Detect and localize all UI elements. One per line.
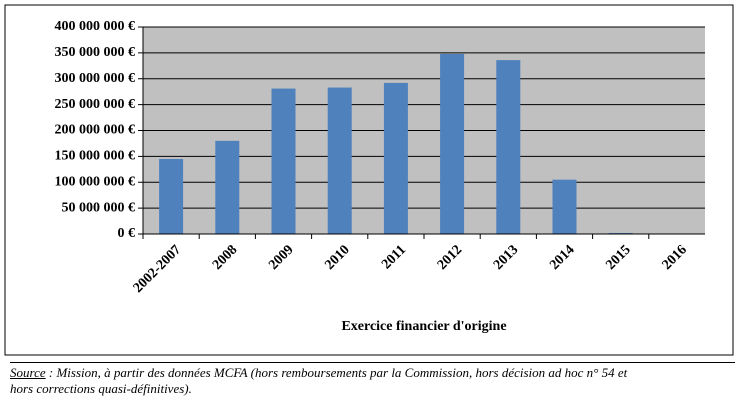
y-tick-label: 100 000 000 € [55, 174, 136, 189]
source-note: Source : Mission, à partir des données M… [10, 362, 735, 397]
bar [159, 158, 184, 234]
bar [271, 88, 296, 235]
y-tick-label: 400 000 000 € [55, 19, 136, 34]
bar [383, 82, 408, 234]
bar [496, 60, 521, 235]
source-line: Source : Mission, à partir des données M… [10, 365, 735, 381]
bar [552, 179, 577, 234]
y-tick-label: 250 000 000 € [55, 97, 136, 112]
y-tick-label: 0 € [118, 226, 136, 241]
y-tick-label: 200 000 000 € [55, 123, 136, 138]
bar [440, 53, 465, 234]
y-tick-label: 350 000 000 € [55, 45, 136, 60]
y-tick-label: 300 000 000 € [55, 71, 136, 86]
chart: Exercice financier d'origine 0 € 50 000 0… [4, 4, 734, 356]
source-text: : Mission, à partir des données MCFA (ho… [48, 365, 628, 380]
x-axis-title: Exercice financier d'origine [341, 319, 506, 334]
source-line: hors corrections quasi-définitives). [10, 381, 192, 396]
source-label: Source [10, 365, 46, 380]
y-tick-label: 50 000 000 € [62, 200, 136, 215]
y-tick-label: 150 000 000 € [55, 149, 136, 164]
bar [327, 87, 352, 234]
bar [215, 140, 240, 234]
bar [608, 232, 633, 234]
